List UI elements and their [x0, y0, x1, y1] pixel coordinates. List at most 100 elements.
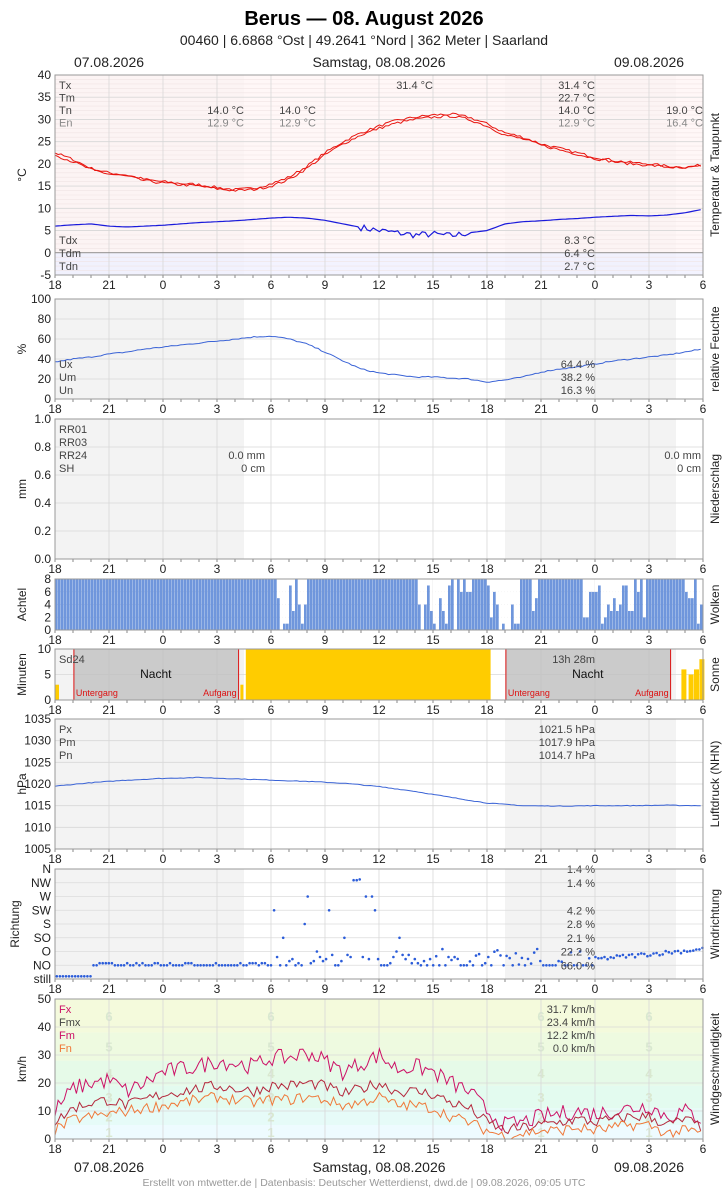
wind-direction-point [343, 936, 346, 940]
legend-value: 6.4 °C [564, 248, 595, 260]
cloud-bar [700, 604, 703, 630]
wind-direction-point [226, 964, 230, 967]
panel-side-label: relative Feuchte [708, 306, 722, 392]
cloud-bar [103, 579, 106, 630]
cloud-gap-bar [460, 579, 463, 592]
wind-direction-point [162, 964, 166, 967]
annotation: 14.0 °C [207, 105, 244, 117]
cloud-bar [172, 579, 175, 630]
x-tick-label: 6 [700, 402, 707, 416]
x-tick-label: 6 [268, 982, 275, 996]
cloud-gap-bar [625, 579, 628, 586]
x-tick-label: 21 [102, 402, 116, 416]
wind-direction-point [508, 956, 512, 960]
x-tick-label: 21 [534, 982, 548, 996]
x-tick-label: 18 [48, 852, 62, 866]
cloud-bar [358, 579, 361, 630]
cloud-bar [628, 610, 631, 630]
wind-direction-point [462, 964, 466, 967]
cloud-bar [343, 579, 346, 630]
cloud-bar [448, 585, 451, 630]
cloud-gap-bar [691, 579, 694, 599]
cloud-bar [634, 579, 637, 630]
cloud-bar [370, 579, 373, 630]
wind-direction-point [529, 962, 533, 965]
x-tick-label: 18 [48, 278, 62, 292]
cloud-bar [310, 579, 313, 630]
cloud-bar [562, 579, 565, 630]
cloud-bar [484, 579, 487, 630]
wind-direction-point [386, 964, 389, 967]
wind-direction-point [67, 975, 71, 978]
cloud-bar [595, 591, 598, 631]
wind-direction-point [294, 964, 297, 967]
legend-label: Un [59, 385, 73, 397]
panel-temperature: -5 0 5 10 15 20 25 30 35 40 18 21 0 3 6 9 12 15 18 21 0 3 6 °C T… [15, 68, 722, 292]
cloud-bar [346, 579, 349, 630]
cloud-gap-bar [301, 579, 304, 624]
cloud-gap-bar [439, 579, 442, 599]
cloud-bar [685, 591, 688, 631]
date-center-top: Samstag, 08.08.2026 [312, 54, 445, 70]
night-shade [505, 299, 676, 399]
cloud-bar [643, 617, 646, 631]
wind-direction-point [187, 961, 190, 965]
y-tick-label: 0 [44, 1132, 51, 1146]
y-tick-label: 0.0 [34, 552, 51, 566]
x-tick-label: 6 [268, 852, 275, 866]
sunshine-bar [688, 674, 694, 700]
wind-direction-point [685, 950, 689, 953]
legend-value: 12.9 °C [558, 118, 595, 130]
cloud-bar [502, 623, 505, 630]
cloud-bar [325, 579, 328, 630]
wind-direction-point [168, 961, 172, 965]
x-tick-label: 9 [322, 703, 329, 717]
x-tick-label: 18 [48, 982, 62, 996]
wind-direction-point [324, 957, 328, 961]
cloud-gap-bar [454, 579, 457, 630]
cloud-bar [607, 604, 610, 630]
wind-direction-point [263, 961, 267, 965]
x-tick-label: 0 [592, 278, 599, 292]
cloud-bar [391, 579, 394, 630]
cloud-gap-bar [418, 579, 421, 605]
cloud-gap-bar [442, 579, 445, 611]
cloud-bar [70, 579, 73, 630]
legend-value: 16.3 % [561, 385, 595, 397]
annotation: 12.9 °C [207, 118, 244, 130]
cloud-bar [58, 579, 61, 630]
x-tick-label: 21 [534, 703, 548, 717]
cloud-bar [688, 598, 691, 630]
y-tick-label: 4 [44, 598, 51, 612]
wind-direction-point [104, 961, 108, 965]
wind-direction-point [86, 975, 89, 978]
wind-direction-point [557, 959, 560, 963]
cloud-gap-bar [508, 579, 511, 630]
x-tick-label: 21 [102, 278, 116, 292]
cloud-bar [169, 579, 172, 630]
cloud-gap-bar [304, 579, 307, 605]
cloud-bar [292, 610, 295, 630]
x-tick-label: 3 [214, 703, 221, 717]
wind-direction-point [58, 975, 62, 978]
y-tick-label: 35 [38, 90, 52, 104]
wind-direction-point [447, 955, 450, 959]
wind-direction-point [474, 954, 478, 957]
cloud-bar [667, 579, 670, 630]
cloud-bar [223, 579, 226, 630]
legend-label: Um [59, 372, 76, 384]
wind-direction-point [208, 964, 212, 967]
cloud-bar [205, 579, 208, 630]
y-tick-label: 60 [38, 332, 52, 346]
x-tick-label: 15 [426, 633, 440, 647]
cloud-gap-bar [622, 579, 625, 586]
cloud-bar [139, 579, 142, 630]
x-tick-label: 0 [592, 1142, 599, 1156]
wind-direction-point [177, 964, 181, 967]
legend-value: 12.2 km/h [547, 1030, 595, 1042]
panel-frame [54, 74, 704, 276]
legend-value: 31.4 °C [558, 80, 595, 92]
cloud-bar [532, 610, 535, 630]
cloud-bar [430, 610, 433, 630]
cloud-gap-bar [535, 579, 538, 599]
